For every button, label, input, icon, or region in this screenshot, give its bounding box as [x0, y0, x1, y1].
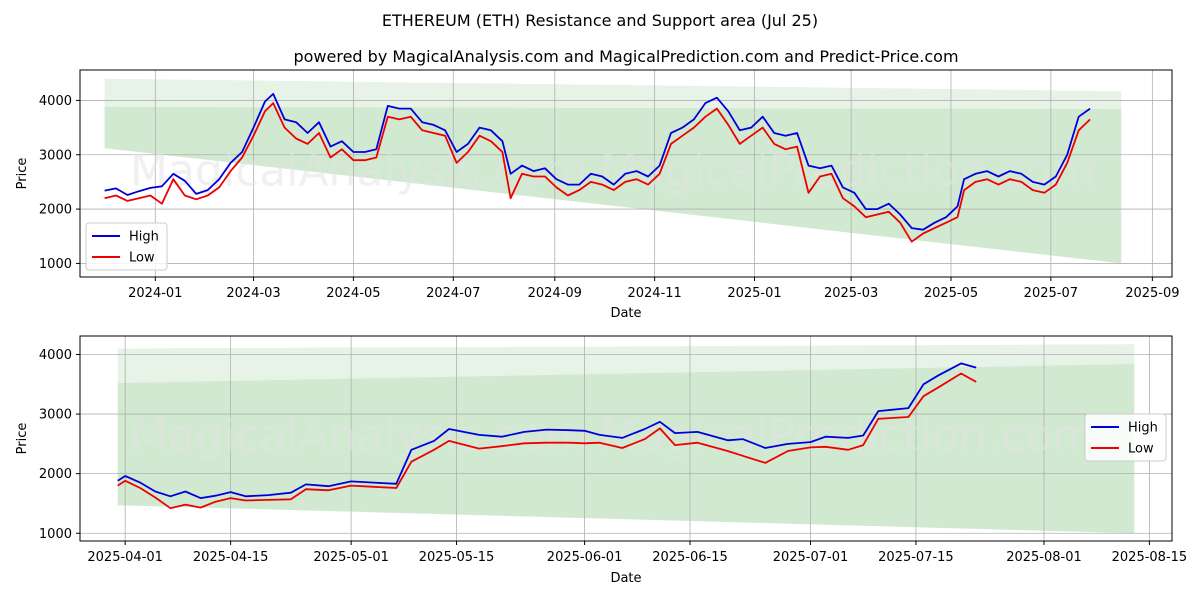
x-tick-label: 2025-04-01 — [87, 550, 163, 565]
legend-label-low: Low — [1128, 442, 1154, 457]
legend-label-low: Low — [129, 251, 155, 266]
chart-subtitle: powered by MagicalAnalysis.com and Magic… — [293, 47, 958, 66]
series-line-high — [104, 93, 1091, 231]
x-axis-label: Date — [610, 571, 641, 586]
chart-title: ETHEREUM (ETH) Resistance and Support ar… — [382, 11, 818, 30]
legend: High Low — [1084, 413, 1167, 462]
chart-panel-2: MagicalAnalysis.com MagicalPrediction.com… — [15, 335, 1188, 586]
series-line-low — [104, 102, 1091, 243]
x-tick-label: 2025-01 — [727, 286, 781, 301]
y-axis-label: Price — [15, 423, 30, 455]
plot-area: MagicalAnalysis.com MagicalPrediction.com — [80, 70, 1172, 277]
x-tick-label: 2024-07 — [426, 286, 480, 301]
x-tick-label: 2024-09 — [528, 286, 582, 301]
y-tick-label: 2000 — [39, 203, 72, 218]
legend: High Low — [85, 222, 168, 271]
x-tick-label: 2025-08-01 — [1006, 550, 1082, 565]
watermark-left: MagicalAnalysis.com — [130, 410, 588, 461]
x-tick-label: 2025-07-15 — [878, 550, 954, 565]
plot-area: MagicalAnalysis.com MagicalPrediction.com — [80, 336, 1172, 541]
y-tick-label: 3000 — [39, 148, 72, 163]
x-tick-label: 2024-01 — [128, 286, 182, 301]
y-tick-label: 1000 — [39, 257, 72, 272]
x-tick-label: 2024-11 — [627, 286, 681, 301]
series-line-low — [117, 372, 977, 510]
watermark-left: MagicalAnalysis.com — [130, 145, 588, 196]
x-tick-label: 2024-03 — [226, 286, 280, 301]
x-tick-label: 2025-08-15 — [1112, 550, 1188, 565]
x-tick-label: 2025-05-01 — [313, 550, 389, 565]
x-tick-label: 2025-03 — [824, 286, 878, 301]
y-tick-label: 4000 — [39, 94, 72, 109]
grid — [80, 70, 1172, 277]
resistance-band — [104, 78, 1122, 110]
x-tick-label: 2025-06-01 — [547, 550, 623, 565]
grid — [80, 336, 1172, 541]
series-line-high — [117, 362, 977, 499]
legend-label-high: High — [1128, 421, 1158, 436]
support-band — [117, 364, 1135, 534]
x-tick-label: 2025-06-15 — [652, 550, 728, 565]
x-tick-label: 2025-05 — [924, 286, 978, 301]
y-tick-label: 4000 — [39, 348, 72, 363]
x-tick-label: 2025-05-15 — [419, 550, 495, 565]
axes-frame — [79, 69, 1173, 278]
x-axis-label: Date — [610, 306, 641, 321]
legend-box — [85, 222, 168, 271]
x-tick-label: 2025-09 — [1125, 286, 1179, 301]
y-tick-label: 3000 — [39, 408, 72, 423]
resistance-band — [117, 344, 1135, 384]
x-tick-label: 2025-07-01 — [773, 550, 849, 565]
x-tick-label: 2025-07 — [1024, 286, 1078, 301]
x-tick-label: 2024-05 — [326, 286, 380, 301]
y-axis-label: Price — [15, 158, 30, 190]
y-tick-label: 1000 — [39, 527, 72, 542]
legend-box — [1084, 413, 1167, 462]
y-tick-label: 2000 — [39, 467, 72, 482]
support-band — [104, 106, 1122, 264]
legend-label-high: High — [129, 230, 159, 245]
chart-panel-1: MagicalAnalysis.com MagicalPrediction.com… — [15, 69, 1180, 321]
watermark-right: MagicalPrediction.com — [600, 410, 1095, 461]
axes-frame — [79, 335, 1173, 542]
x-tick-label: 2025-04-15 — [193, 550, 269, 565]
